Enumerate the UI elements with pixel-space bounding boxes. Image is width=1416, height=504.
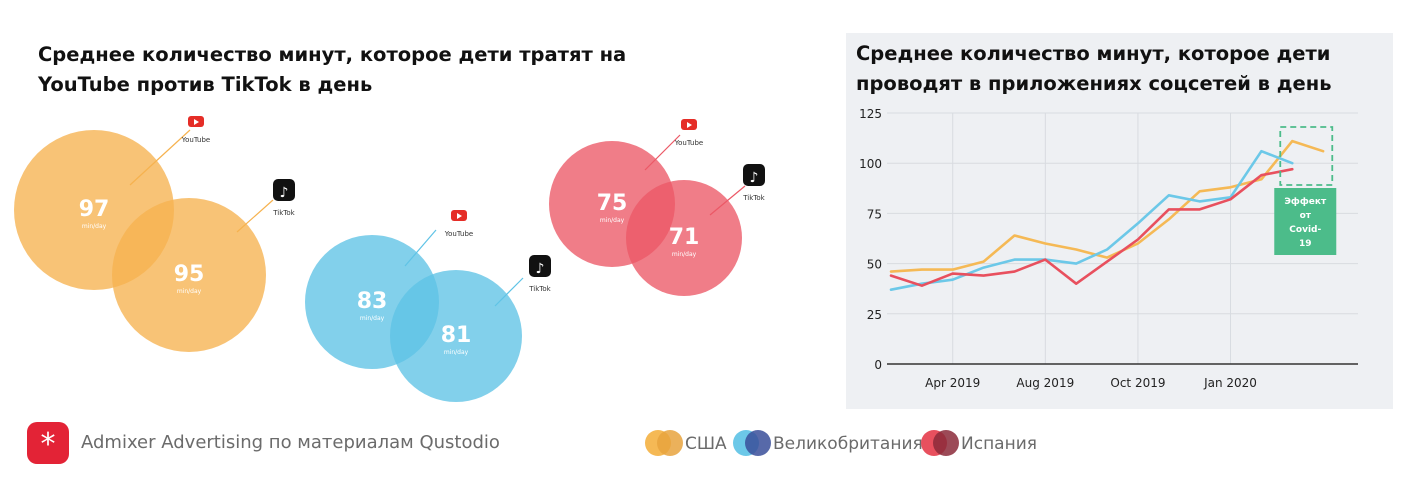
uk-swatch-icon xyxy=(733,428,773,458)
tiktok-bubble xyxy=(626,180,742,296)
youtube-play-icon xyxy=(194,119,199,125)
youtube-label: YouTube xyxy=(674,139,703,147)
bubble-value: 95 xyxy=(174,262,205,287)
bubble-unit: min/day xyxy=(177,288,202,295)
bubble-value: 71 xyxy=(669,225,700,250)
series-line xyxy=(889,139,1325,273)
admixer-logo-icon: * xyxy=(27,422,69,464)
tiktok-label: TikTok xyxy=(528,285,551,293)
y-tick-label: 50 xyxy=(867,258,882,272)
bubble-unit: min/day xyxy=(444,349,469,356)
youtube-play-icon xyxy=(687,122,692,128)
line-chart-panel: Среднее количество минут, которое дети п… xyxy=(846,33,1393,409)
bubble-chart: 97min/day95min/dayYouTube♪TikTok83min/da… xyxy=(14,116,766,402)
legend-label-uk: Великобритания xyxy=(773,434,923,454)
series-line xyxy=(889,167,1294,287)
x-tick-label: Apr 2019 xyxy=(925,376,980,390)
leader-line xyxy=(709,185,746,216)
usa-swatch-icon xyxy=(645,428,685,458)
bubble-value: 75 xyxy=(597,191,628,216)
youtube-label: YouTube xyxy=(444,230,473,238)
bubble-unit: min/day xyxy=(600,217,625,224)
y-tick-label: 75 xyxy=(867,207,882,221)
line-chart: 0 25 50 75 100 125 Apr 2019 Aug 2019 Oct 2019 Jan… xyxy=(859,107,1358,390)
tiktok-note-icon: ♪ xyxy=(750,170,759,186)
covid-label-text: Эффект xyxy=(1284,197,1327,207)
spain-swatch-icon xyxy=(921,428,961,458)
covid-label-text: Covid- xyxy=(1289,225,1321,235)
legend-label-spain: Испания xyxy=(961,434,1037,454)
y-tick-label: 25 xyxy=(867,308,882,322)
bubble-value: 83 xyxy=(357,289,388,314)
youtube-play-icon xyxy=(457,213,462,219)
tiktok-label: TikTok xyxy=(742,194,765,202)
tiktok-bubble xyxy=(112,198,266,352)
bubble-unit: min/day xyxy=(360,315,385,322)
leader-line xyxy=(129,129,191,186)
line-chart-title: Среднее количество минут, которое дети п… xyxy=(856,42,1332,95)
bubble-value: 81 xyxy=(441,323,472,348)
y-tick-label: 125 xyxy=(859,107,882,121)
x-tick-label: Oct 2019 xyxy=(1110,376,1165,390)
source-text: Admixer Advertising по материалам Qustod… xyxy=(81,432,500,453)
leader-line xyxy=(404,229,437,267)
covid-label-box xyxy=(1274,188,1337,255)
legend-label-usa: США xyxy=(685,434,727,454)
y-tick-label: 100 xyxy=(859,157,882,171)
leader-line xyxy=(644,134,681,171)
tiktok-logo-icon xyxy=(529,255,551,277)
covid-label-text: от xyxy=(1300,211,1312,221)
tiktok-note-icon: ♪ xyxy=(536,261,545,277)
covid-label-text: 19 xyxy=(1299,239,1312,249)
youtube-label: YouTube xyxy=(181,136,210,144)
bubble-chart-title: Среднее количество минут, которое дети т… xyxy=(38,43,627,96)
x-tick-label: Aug 2019 xyxy=(1016,376,1074,390)
tiktok-label: TikTok xyxy=(272,209,295,217)
leader-line xyxy=(236,199,274,233)
y-tick-label: 0 xyxy=(874,358,882,372)
tiktok-logo-icon xyxy=(743,164,765,186)
bubble-unit: min/day xyxy=(82,223,107,230)
bubble-unit: min/day xyxy=(672,251,697,258)
tiktok-bubble xyxy=(390,270,522,402)
tiktok-note-icon: ♪ xyxy=(280,185,289,201)
bubble-value: 97 xyxy=(79,197,110,222)
tiktok-logo-icon xyxy=(273,179,295,201)
series-line xyxy=(889,149,1294,292)
covid-dashed-box xyxy=(1279,126,1334,186)
leader-line xyxy=(494,277,524,307)
x-tick-label: Jan 2020 xyxy=(1203,376,1257,390)
